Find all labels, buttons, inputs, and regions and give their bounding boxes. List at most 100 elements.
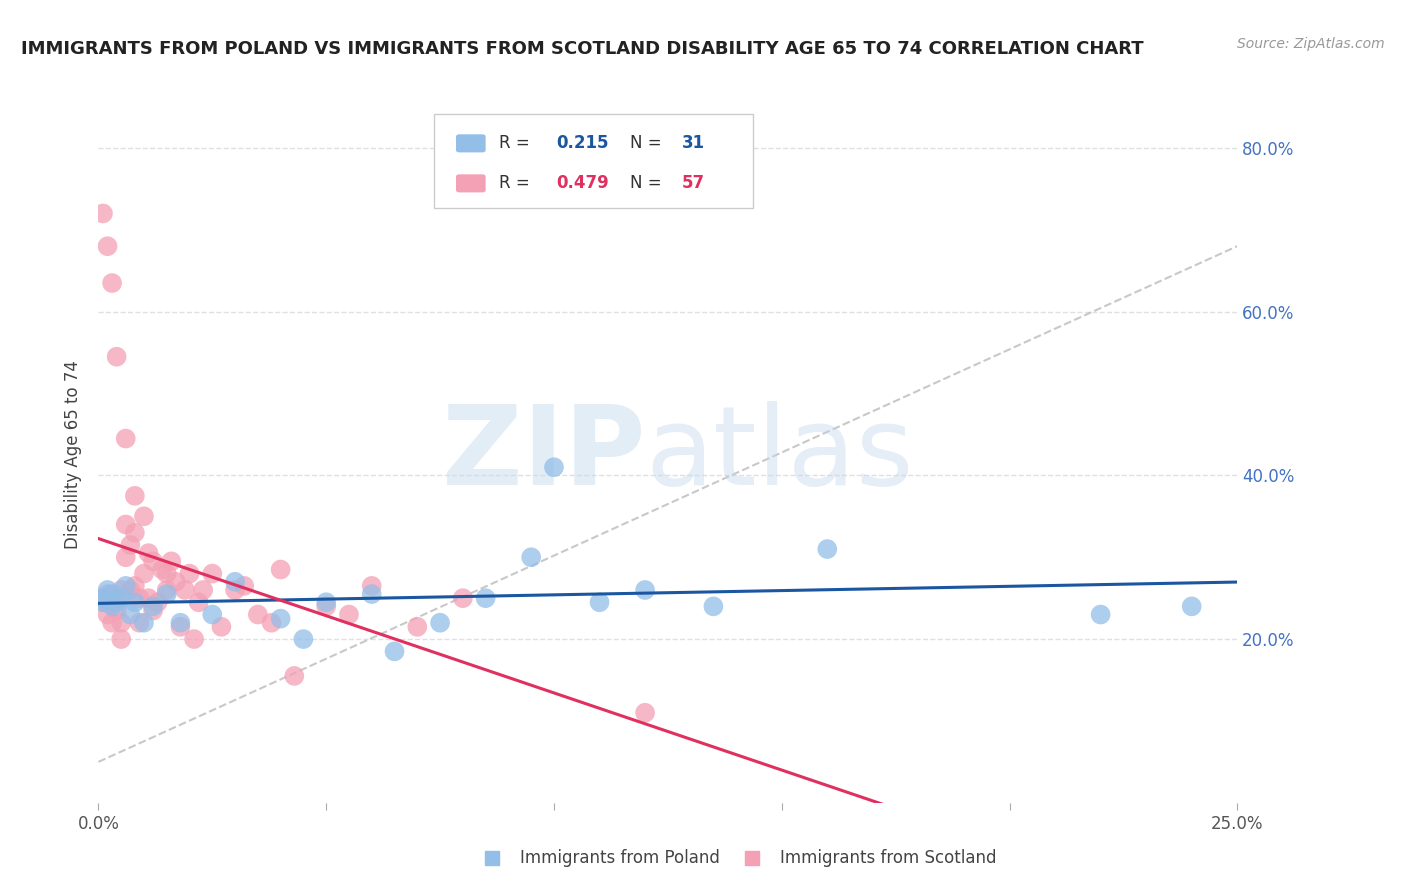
Point: [96, 587, 118, 601]
Y-axis label: Disability Age 65 to 74: Disability Age 65 to 74: [63, 360, 82, 549]
Point: [91, 595, 114, 609]
Point: [101, 599, 124, 614]
Point: [142, 554, 165, 568]
Bar: [745, 851, 759, 865]
Point: [260, 615, 283, 630]
Point: [146, 595, 169, 609]
Point: [292, 632, 315, 646]
Point: [169, 620, 191, 634]
Point: [270, 612, 292, 626]
Point: [156, 587, 179, 601]
Point: [101, 587, 124, 601]
Bar: [485, 851, 499, 865]
Point: [451, 591, 474, 606]
Point: [224, 574, 246, 589]
Point: [360, 587, 382, 601]
Point: [246, 607, 269, 622]
Text: Immigrants from Scotland: Immigrants from Scotland: [780, 849, 997, 867]
Text: N =: N =: [630, 174, 666, 193]
Point: [183, 632, 205, 646]
Point: [233, 579, 256, 593]
Point: [105, 591, 128, 606]
Point: [132, 615, 155, 630]
Point: [634, 706, 657, 720]
Point: [110, 591, 132, 606]
Point: [124, 489, 146, 503]
Point: [179, 566, 201, 581]
Point: [110, 582, 132, 597]
Point: [588, 595, 610, 609]
Point: [91, 591, 114, 606]
Point: [110, 632, 132, 646]
Point: [174, 582, 197, 597]
Point: [101, 276, 124, 290]
Point: [201, 566, 224, 581]
Point: [114, 579, 136, 593]
Point: [1090, 607, 1112, 622]
Point: [96, 582, 118, 597]
Point: [124, 525, 146, 540]
Point: [315, 599, 337, 614]
Point: [124, 579, 146, 593]
Point: [132, 566, 155, 581]
Text: R =: R =: [499, 135, 536, 153]
Point: [520, 550, 543, 565]
Text: Source: ZipAtlas.com: Source: ZipAtlas.com: [1237, 37, 1385, 52]
Point: [110, 615, 132, 630]
Point: [128, 615, 150, 630]
Text: N =: N =: [630, 135, 666, 153]
Point: [224, 582, 246, 597]
Point: [406, 620, 429, 634]
Point: [156, 566, 179, 581]
Point: [1181, 599, 1204, 614]
Text: 31: 31: [682, 135, 704, 153]
Point: [201, 607, 224, 622]
FancyBboxPatch shape: [456, 135, 485, 153]
Point: [193, 582, 215, 597]
Point: [101, 595, 124, 609]
Point: [120, 607, 142, 622]
Point: [543, 460, 565, 475]
Point: [169, 615, 191, 630]
Point: [96, 607, 118, 622]
Point: [634, 582, 657, 597]
Point: [138, 546, 160, 560]
Point: [132, 509, 155, 524]
Point: [105, 350, 128, 364]
Point: [114, 517, 136, 532]
Point: [120, 538, 142, 552]
Point: [138, 591, 160, 606]
Point: [150, 562, 173, 576]
Point: [270, 562, 292, 576]
Point: [142, 603, 165, 617]
Point: [815, 542, 838, 557]
Point: [160, 554, 183, 568]
Point: [128, 591, 150, 606]
Point: [124, 595, 146, 609]
Point: [96, 239, 118, 253]
FancyBboxPatch shape: [456, 174, 485, 193]
Point: [702, 599, 724, 614]
Point: [105, 595, 128, 609]
Point: [105, 603, 128, 617]
Point: [91, 595, 114, 609]
Text: 57: 57: [682, 174, 704, 193]
Point: [156, 582, 179, 597]
Point: [283, 669, 305, 683]
Point: [384, 644, 406, 658]
Point: [429, 615, 451, 630]
Point: [114, 550, 136, 565]
Point: [101, 615, 124, 630]
Point: [91, 206, 114, 220]
FancyBboxPatch shape: [434, 114, 754, 208]
Point: [315, 595, 337, 609]
Point: [209, 620, 232, 634]
Text: atlas: atlas: [645, 401, 914, 508]
Point: [165, 574, 187, 589]
Text: Immigrants from Poland: Immigrants from Poland: [520, 849, 720, 867]
Point: [114, 432, 136, 446]
Text: IMMIGRANTS FROM POLAND VS IMMIGRANTS FROM SCOTLAND DISABILITY AGE 65 TO 74 CORRE: IMMIGRANTS FROM POLAND VS IMMIGRANTS FRO…: [21, 40, 1143, 58]
Point: [142, 599, 165, 614]
Text: ZIP: ZIP: [441, 401, 645, 508]
Point: [360, 579, 382, 593]
